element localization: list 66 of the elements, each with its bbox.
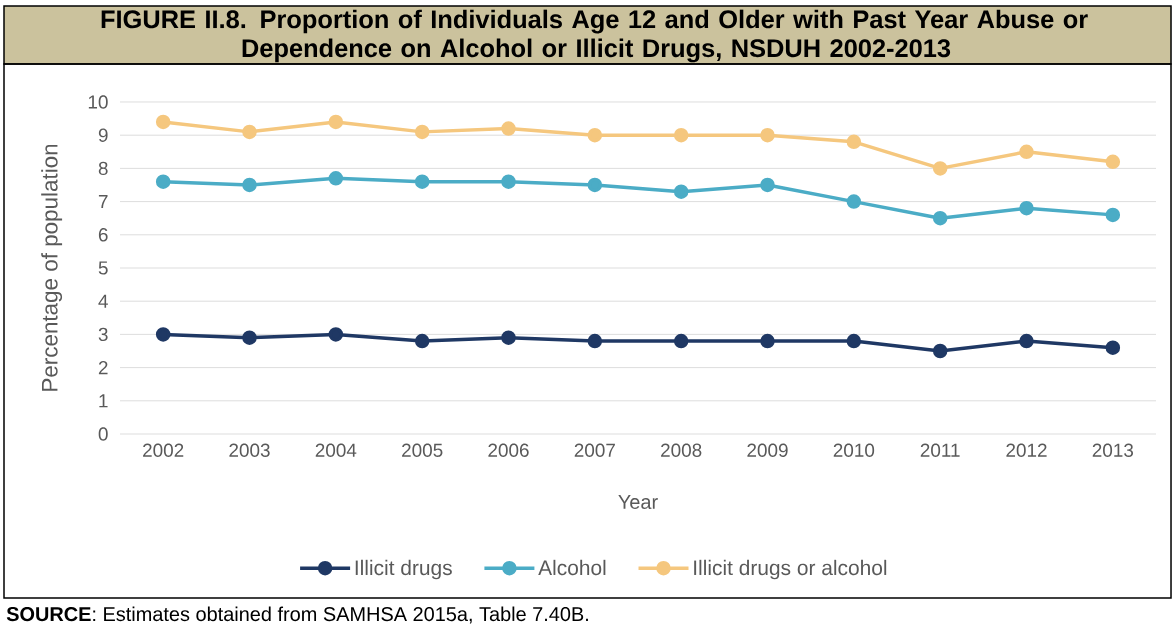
y-tick-label: 10 [88,95,108,109]
x-tick-label: 2002 [143,443,184,457]
point [587,177,603,193]
x-tick-label: 2012 [1006,443,1047,457]
point [328,171,344,186]
legend-label: Illicit drugs [355,559,452,580]
point [587,127,603,143]
point [414,333,430,349]
point [673,127,689,143]
point [155,174,171,189]
y-axis-title: Percentage of population [41,144,63,391]
point [932,161,948,176]
x-tick-label: 2011 [920,443,960,457]
point [1105,207,1121,223]
point [846,333,862,349]
x-tick-label: 2004 [315,443,357,457]
x-tick-label: 2010 [833,443,875,457]
point [155,327,171,342]
x-tick-label: 2008 [661,443,702,457]
x-tick-label: 2003 [229,443,270,457]
y-tick-label: 8 [98,161,108,176]
point [242,124,257,140]
point [932,343,948,359]
point [846,194,862,209]
x-tick-label: 2006 [488,443,529,457]
y-tick-label: 9 [98,128,108,142]
x-tick-label: 2005 [402,443,443,457]
y-tick-label: 1 [99,394,108,408]
point [1019,333,1034,349]
point [501,330,516,345]
point [673,333,689,349]
x-axis-title: Year [618,495,658,510]
point [760,177,775,193]
text: SOURCE: Estimates obtained from SAMHSA 2015a, Table 7.40B. [6,606,588,624]
legend-label: Alcohol [538,559,606,576]
y-tick-label: 6 [98,228,108,242]
point [587,333,603,349]
y-tick-label: 5 [98,261,108,275]
point [414,174,430,189]
point [242,330,257,345]
x-tick-label: 2013 [1092,443,1134,457]
x-tick-label: 2009 [747,443,788,457]
y-tick-label: 3 [98,327,108,342]
point [1019,200,1034,216]
point [1105,154,1121,170]
point [328,114,344,130]
point [846,134,862,150]
point [414,124,430,140]
point [673,184,689,199]
point [242,177,257,193]
legend-label: Illicit drugs or alcohol [694,559,887,580]
point [1019,144,1034,160]
point [760,127,775,143]
chart-title: FIGURE II.8. Proportion of Individuals Age 12 and Older with Past Year Abuse or Dependence on Alcohol or Illicit Drugs, NSDUH 2002-2013 [101,9,1088,63]
point [501,121,516,136]
point [1105,340,1121,355]
point [155,114,171,130]
point [501,174,516,189]
point [760,333,775,349]
x-tick-label: 2007 [574,443,615,457]
point [328,327,344,342]
point [932,210,948,226]
y-tick-label: 2 [98,360,108,375]
y-tick-label: 0 [98,427,108,441]
y-tick-label: 7 [98,195,108,209]
y-tick-label: 4 [98,294,108,308]
